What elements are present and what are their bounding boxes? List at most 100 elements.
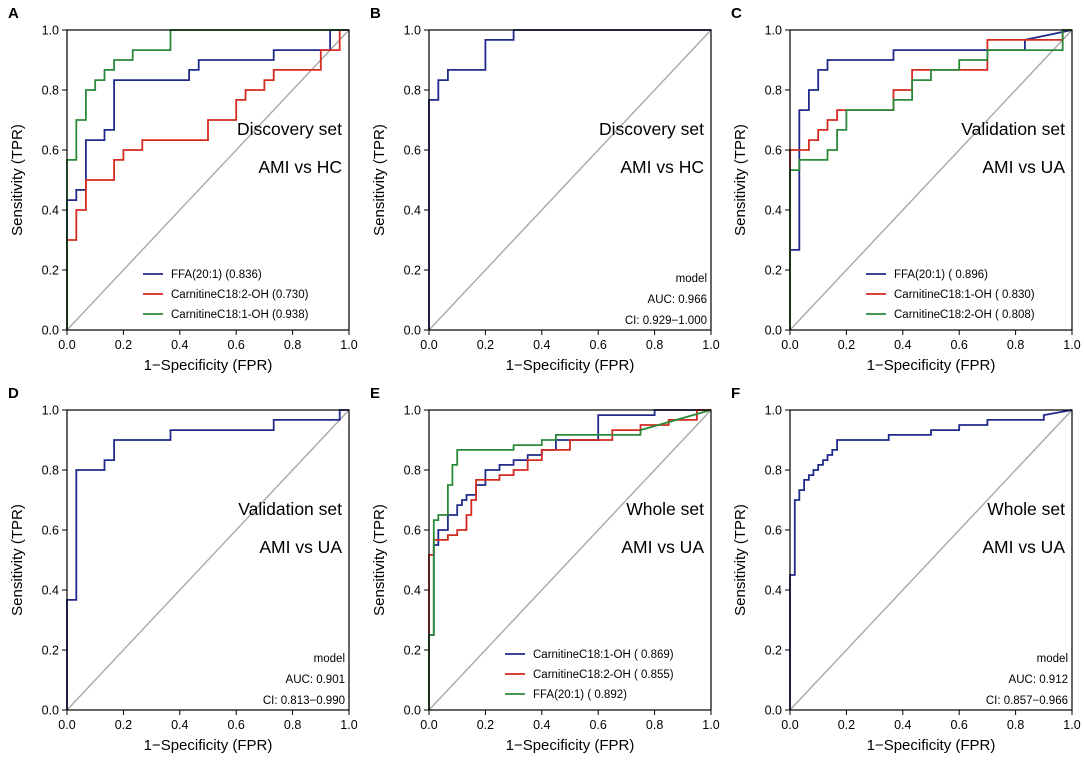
y-axis-label: Sensitivity (TPR) — [371, 504, 388, 616]
y-tick-label: 0.2 — [42, 264, 59, 278]
roc-curve-3 — [428, 409, 712, 710]
y-tick-label: 0.2 — [765, 644, 782, 658]
title-line-2: AMI vs HC — [258, 157, 342, 177]
roc-curve-1 — [66, 409, 349, 710]
model-text-line-3: CI: 0.857−0.966 — [986, 695, 1068, 707]
x-tick-label: 0.0 — [420, 338, 437, 352]
y-tick-label: 0.4 — [404, 204, 421, 218]
y-tick-label: 1.0 — [42, 404, 59, 418]
x-tick-label: 0.6 — [951, 338, 968, 352]
model-text-line-1: model — [676, 273, 707, 285]
y-tick-label: 0.2 — [42, 644, 59, 658]
x-tick-label: 1.0 — [1063, 718, 1080, 732]
roc-curve-1 — [66, 29, 349, 330]
y-tick-label: 0.8 — [42, 464, 59, 478]
plot-frame — [66, 409, 350, 711]
y-tick-label: 0.4 — [42, 204, 59, 218]
plot-frame — [789, 29, 1073, 331]
x-tick-label: 0.0 — [781, 718, 798, 732]
title-line-2: AMI vs UA — [982, 537, 1065, 557]
y-tick-label: 0.0 — [404, 704, 421, 718]
y-tick-label: 0.0 — [42, 704, 59, 718]
plot-frame — [66, 29, 350, 331]
reference-diagonal — [789, 409, 1073, 711]
panel-f: F 0.00.0 0.2 0.2 0.4 0.4 0.6 0.6 0.8 0.8 1.0 1.0 1−S… — [731, 385, 1081, 754]
y-axis-label: Sensitivity (TPR) — [9, 504, 26, 616]
roc-curve-2 — [66, 29, 349, 330]
panel-label: C — [731, 5, 742, 22]
y-tick-label: 0.0 — [404, 324, 421, 338]
model-text-line-1: model — [1037, 653, 1068, 665]
title-line-1: Whole set — [987, 499, 1065, 519]
panel-d: D 0.00.0 0.2 0.2 0.4 0.4 0.6 0.6 0.8 0.8 1.0 1.0 1−S… — [8, 385, 358, 754]
x-tick-label: 0.6 — [590, 718, 607, 732]
x-tick-label: 0.6 — [590, 338, 607, 352]
x-tick-label: 0.2 — [838, 338, 855, 352]
title-line-2: AMI vs UA — [621, 537, 704, 557]
y-tick-label: 0.0 — [765, 324, 782, 338]
model-text-line-1: model — [314, 653, 345, 665]
x-tick-label: 0.0 — [58, 718, 75, 732]
y-tick-label: 0.0 — [42, 324, 59, 338]
x-axis-label: 1−Specificity (FPR) — [506, 737, 635, 754]
panel-c: C 0.00.0 0.2 0.2 0.4 0.4 0.6 0.6 0.8 0.8 1.0 1.0 1−S… — [731, 5, 1081, 374]
roc-curve-2 — [428, 409, 711, 710]
y-tick-label: 0.2 — [404, 644, 421, 658]
x-tick-label: 0.2 — [477, 338, 494, 352]
panel-a: A 0.00.0 0.2 0.2 0.4 0.4 0.6 0.6 0.8 0.8 1.0 1.0 1−S… — [8, 5, 358, 374]
legend-entry-1: FFA(20:1) ( 0.896) — [894, 269, 988, 281]
y-tick-label: 0.6 — [404, 524, 421, 538]
title-line-1: Discovery set — [599, 119, 704, 139]
title-line-1: Validation set — [238, 499, 342, 519]
panel-label: F — [731, 385, 740, 402]
x-tick-label: 1.0 — [340, 718, 357, 732]
title-line-1: Validation set — [961, 119, 1065, 139]
model-text-line-2: AUC: 0.912 — [1009, 674, 1068, 686]
model-text-line-3: CI: 0.929−1.000 — [625, 315, 707, 327]
title-line-2: AMI vs UA — [259, 537, 342, 557]
x-tick-label: 0.4 — [533, 718, 550, 732]
panel-b: B 0.00.0 0.2 0.2 0.4 0.4 0.6 0.6 0.8 0.8 1.0 1.0 1−S… — [370, 5, 720, 374]
reference-diagonal — [789, 29, 1073, 331]
roc-curve-1 — [789, 29, 1073, 330]
roc-curve-1 — [428, 409, 711, 710]
x-tick-label: 1.0 — [702, 338, 719, 352]
y-tick-label: 0.6 — [404, 144, 421, 158]
y-axis-label: Sensitivity (TPR) — [732, 124, 749, 236]
x-tick-label: 0.4 — [171, 338, 188, 352]
reference-diagonal — [428, 29, 712, 331]
x-tick-label: 0.4 — [894, 718, 911, 732]
model-text-line-2: AUC: 0.901 — [286, 674, 345, 686]
x-axis-label: 1−Specificity (FPR) — [867, 737, 996, 754]
y-tick-label: 1.0 — [765, 404, 782, 418]
title-line-2: AMI vs HC — [620, 157, 704, 177]
x-tick-label: 0.4 — [533, 338, 550, 352]
reference-diagonal — [66, 409, 350, 711]
model-text-line-2: AUC: 0.966 — [648, 294, 707, 306]
y-axis-label: Sensitivity (TPR) — [732, 504, 749, 616]
y-tick-label: 0.0 — [765, 704, 782, 718]
x-axis-label: 1−Specificity (FPR) — [144, 737, 273, 754]
legend-entry-3: CarnitineC18:2-OH ( 0.808) — [894, 309, 1035, 321]
title-line-2: AMI vs UA — [982, 157, 1065, 177]
x-tick-label: 0.6 — [228, 718, 245, 732]
plot-frame — [428, 29, 712, 331]
x-tick-label: 0.0 — [781, 338, 798, 352]
y-axis-label: Sensitivity (TPR) — [371, 124, 388, 236]
y-tick-label: 0.4 — [765, 584, 782, 598]
x-tick-label: 1.0 — [1063, 338, 1080, 352]
x-tick-label: 0.2 — [115, 718, 132, 732]
panel-label: E — [370, 385, 380, 402]
legend-entry-1: FFA(20:1) (0.836) — [171, 269, 262, 281]
panel-label: B — [370, 5, 381, 22]
reference-diagonal — [428, 409, 712, 711]
x-tick-label: 0.0 — [58, 338, 75, 352]
x-tick-label: 0.8 — [284, 718, 301, 732]
x-tick-label: 0.6 — [951, 718, 968, 732]
panel-label: D — [8, 385, 19, 402]
y-tick-label: 0.4 — [404, 584, 421, 598]
roc-curve-3 — [66, 29, 349, 330]
y-tick-label: 1.0 — [42, 24, 59, 38]
legend-entry-3: CarnitineC18:1-OH (0.938) — [171, 309, 309, 321]
x-tick-label: 0.4 — [894, 338, 911, 352]
